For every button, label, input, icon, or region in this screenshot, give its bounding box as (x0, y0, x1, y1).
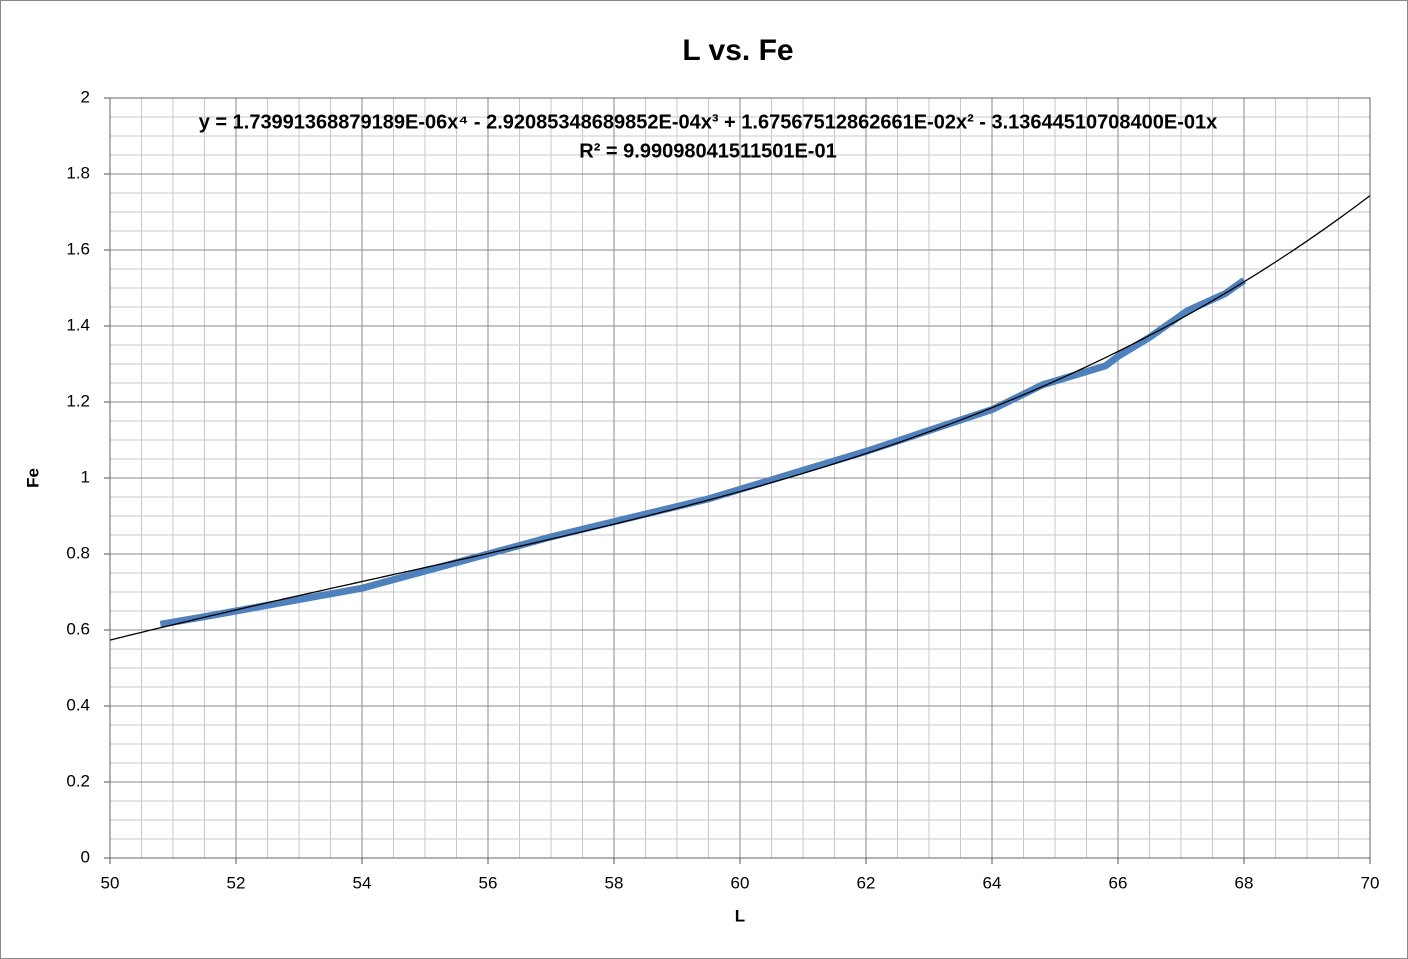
y-tick-label: 1.6 (66, 239, 90, 258)
y-tick-label: 0.6 (66, 619, 90, 638)
y-tick-label: 0.4 (66, 695, 90, 714)
y-tick-label: 1.2 (66, 391, 90, 410)
y-axis-title: Fe (23, 468, 42, 488)
x-tick-label: 50 (101, 873, 120, 892)
x-tick-label: 60 (731, 873, 750, 892)
y-tick-label: 0.2 (66, 771, 90, 790)
chart-title: L vs. Fe (682, 34, 793, 67)
y-tick-label: 2 (81, 87, 90, 106)
x-tick-label: 66 (1109, 873, 1128, 892)
x-tick-label: 52 (227, 873, 246, 892)
plot-marks (109, 195, 1371, 641)
x-tick-label: 70 (1361, 873, 1380, 892)
x-tick-label: 54 (353, 873, 372, 892)
x-tick-label: 68 (1235, 873, 1254, 892)
grid: 50 52 54 56 58 60 62 64 66 68 70 0 0.2 0.4 0.6 0.8 1 1.2 1… (66, 87, 1379, 892)
x-tick-label: 58 (605, 873, 624, 892)
trendline-equation: y = 1.73991368879189E-06x⁴ - 2.920853486… (199, 111, 1218, 133)
y-tick-label: 0 (81, 847, 90, 866)
x-tick-label: 56 (479, 873, 498, 892)
y-tick-label: 1.8 (66, 163, 90, 182)
y-tick-label: 0.8 (66, 543, 90, 562)
y-tick-label: 1 (81, 467, 90, 486)
x-tick-label: 64 (983, 873, 1002, 892)
x-axis-title: L (735, 906, 745, 925)
trendline (109, 195, 1371, 641)
x-tick-label: 62 (857, 873, 876, 892)
data-line (159, 277, 1247, 628)
y-tick-label: 1.4 (66, 315, 90, 334)
trendline-r-squared: R² = 9.99098041511501E-01 (579, 140, 836, 162)
plot-area-border (109, 97, 1371, 859)
